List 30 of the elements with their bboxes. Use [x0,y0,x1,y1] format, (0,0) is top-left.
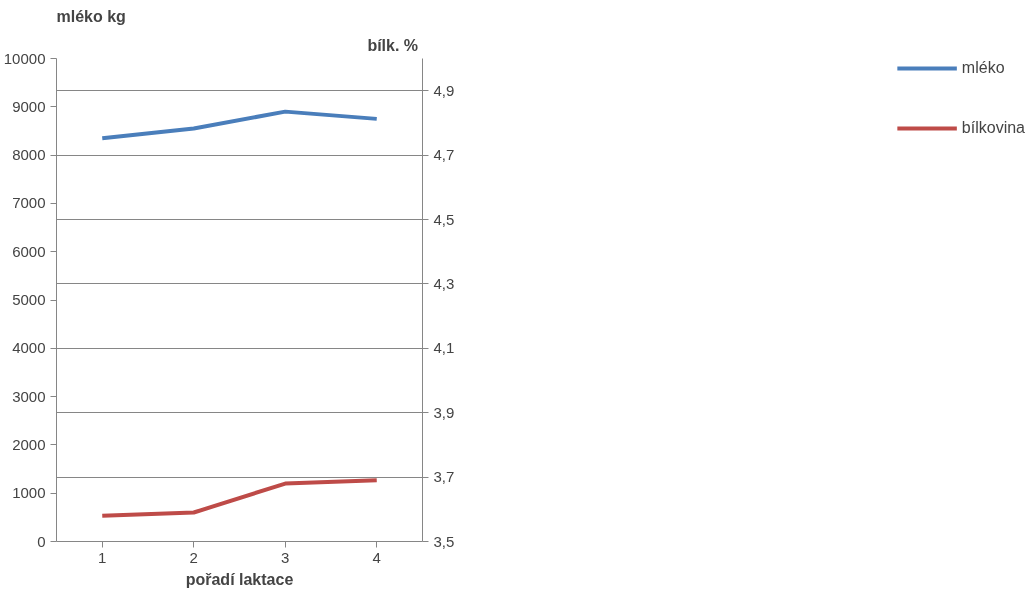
line-series [100,478,379,518]
y-tick-label: 10000 [3,49,46,67]
legend-label: bílkovina [961,119,1025,137]
y2-tick-label: 4,3 [433,274,455,292]
y-tick-label: 1000 [12,484,46,502]
x-tick-label: 4 [372,548,381,566]
y2-tick-label: 4,5 [433,210,455,228]
y2-tick-label: 3,7 [433,468,455,486]
x-tick-label: 1 [98,548,107,566]
y-tick-label: 8000 [12,146,46,164]
x-tick-label: 2 [189,548,198,566]
y2-tick-label: 4,7 [433,146,455,164]
y-tick-label: 2000 [12,435,46,453]
y-tick-label: 0 [37,532,46,550]
y2-tick-label: 3,9 [433,403,455,421]
line-series [100,109,379,141]
x-axis-title: pořadí laktace [185,570,294,588]
y-tick-label: 3000 [12,387,46,405]
y-tick-label: 5000 [12,291,46,308]
y-tick-label: 9000 [12,97,46,115]
x-tick-label: 3 [281,548,290,566]
y-tick-label: 4000 [12,339,46,357]
y2-tick-label: 4,9 [433,81,455,99]
y-axis-title: mléko kg [56,7,126,25]
y-tick-label: 7000 [12,194,46,212]
y2-axis-title: bílk. % [367,36,419,54]
legend-label: mléko [961,59,1005,77]
y2-tick-label: 4,1 [433,339,455,357]
y-tick-label: 6000 [12,242,46,260]
y2-tick-label: 3,5 [433,532,455,550]
